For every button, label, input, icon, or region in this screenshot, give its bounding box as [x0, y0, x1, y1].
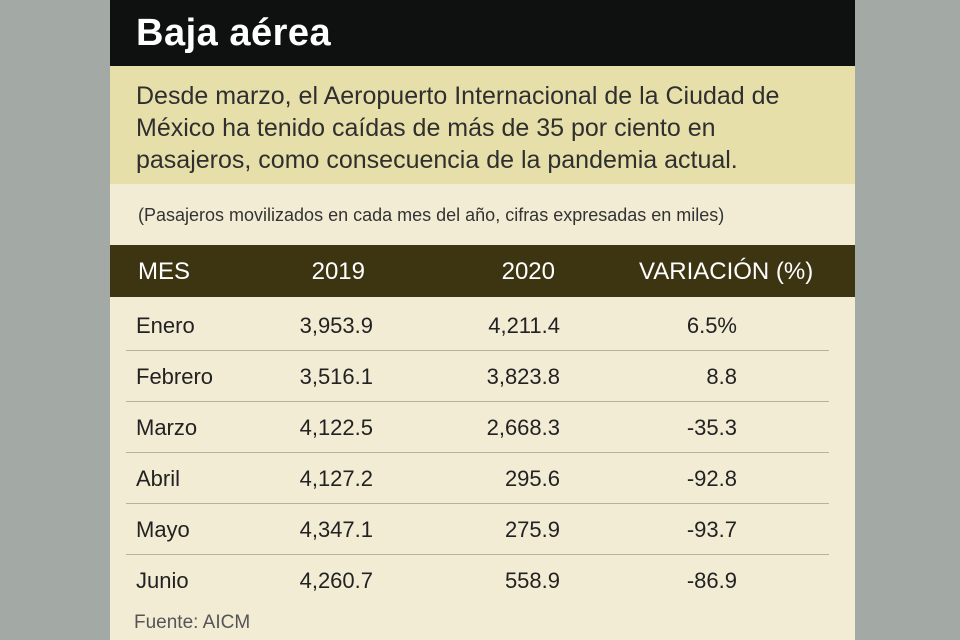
row-divider	[126, 350, 829, 351]
cell-month: Abril	[136, 466, 181, 491]
title-bar	[110, 0, 855, 66]
table-row: Febrero 3,516.1 3,823.8 8.8	[110, 351, 855, 401]
cell-2019: 4,122.5	[299, 415, 373, 440]
row-divider	[126, 452, 829, 453]
column-header-2019: 2019	[311, 258, 365, 285]
cell-2020: 3,823.8	[486, 364, 560, 389]
table-row: Abril 4,127.2 295.6 -92.8	[110, 453, 855, 503]
row-divider	[126, 554, 829, 555]
cell-variation: -93.7	[686, 517, 737, 542]
cell-2019: 3,516.1	[299, 364, 373, 389]
cell-month: Enero	[136, 313, 195, 338]
cell-2020: 4,211.4	[488, 313, 560, 338]
cell-month: Marzo	[136, 415, 198, 440]
row-divider	[126, 401, 829, 402]
cell-month: Junio	[136, 568, 189, 593]
table-row: Mayo 4,347.1 275.9 -93.7	[110, 504, 855, 554]
table-row: Marzo 4,122.5 2,668.3 -35.3	[110, 402, 855, 452]
cell-variation: -92.8	[686, 466, 737, 491]
units-note: (Pasajeros movilizados en cada mes del a…	[138, 205, 725, 225]
cell-2020: 2,668.3	[486, 415, 560, 440]
cell-2020: 558.9	[504, 568, 560, 593]
cell-variation: -86.9	[686, 568, 737, 593]
cell-2019: 4,260.7	[299, 568, 373, 593]
intro-band	[110, 66, 855, 184]
table-header	[110, 245, 855, 297]
column-header-month: MES	[138, 258, 191, 285]
cell-2019: 3,953.9	[299, 313, 373, 338]
cell-variation: -35.3	[686, 415, 737, 440]
cell-month: Mayo	[136, 517, 190, 542]
row-divider	[126, 503, 829, 504]
background-right	[855, 0, 960, 640]
column-header-variation: VARIACIÓN (%)	[639, 258, 814, 285]
cell-2019: 4,347.1	[299, 517, 373, 542]
cell-variation: 6.5%	[686, 313, 737, 338]
cell-variation: 8.8	[706, 364, 737, 389]
cell-2019: 4,127.2	[299, 466, 373, 491]
column-header-2020: 2020	[501, 258, 555, 285]
cell-month: Febrero	[136, 364, 214, 389]
infographic-card: Baja aérea Desde marzo, el Aeropuerto In…	[110, 0, 855, 640]
table-row: Enero 3,953.9 4,211.4 6.5%	[110, 300, 855, 350]
intro-text: Desde marzo, el Aeropuerto Internacional…	[136, 82, 780, 174]
infographic-title: Baja aérea	[136, 12, 332, 54]
table-row: Junio 4,260.7 558.9 -86.9	[110, 555, 855, 605]
background-left	[0, 0, 110, 640]
source-note: Fuente: AICM	[134, 612, 251, 633]
cell-2020: 275.9	[504, 517, 560, 542]
cell-2020: 295.6	[504, 466, 560, 491]
